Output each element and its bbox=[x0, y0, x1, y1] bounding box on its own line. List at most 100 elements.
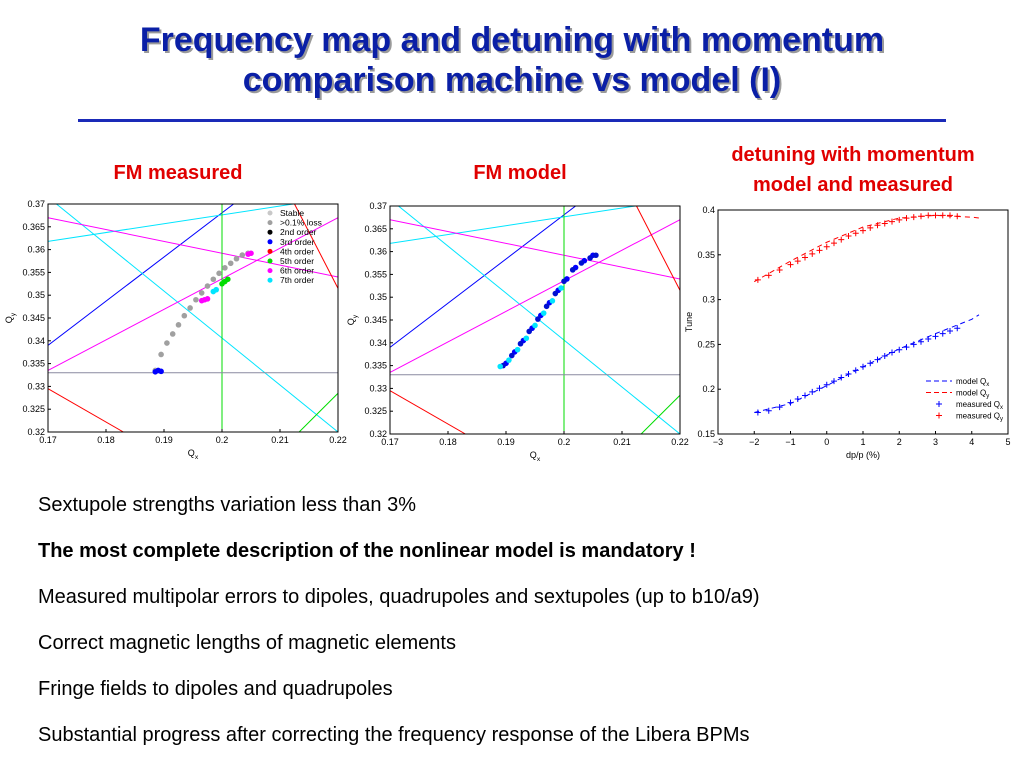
plot-frame bbox=[717, 209, 1009, 435]
y-tick-label: 0.37 bbox=[369, 201, 387, 211]
legend-marker bbox=[936, 401, 942, 407]
x-tick-label: 0.21 bbox=[613, 437, 631, 447]
y-axis-label: Qy bbox=[346, 314, 359, 325]
series-point bbox=[896, 346, 903, 353]
tune-point bbox=[552, 290, 559, 297]
tune-point bbox=[158, 368, 164, 375]
x-tick-label: 0.22 bbox=[329, 435, 347, 445]
y-axis-label-sub: y bbox=[10, 312, 17, 316]
resonance-line bbox=[48, 217, 338, 371]
caption-detuning-line-2: model and measured bbox=[752, 174, 954, 196]
y-tick-label: 0.345 bbox=[364, 315, 387, 325]
series-point bbox=[838, 374, 845, 381]
y-tick-label: 0.325 bbox=[22, 404, 45, 414]
tune-points bbox=[497, 252, 599, 370]
legend-label-main: measured Q bbox=[956, 412, 1000, 421]
legend-label: 3rd order bbox=[280, 237, 315, 247]
legend-marker bbox=[267, 239, 273, 245]
series-point bbox=[903, 215, 910, 222]
series-point bbox=[787, 261, 794, 268]
tune-point bbox=[549, 298, 556, 304]
series-point bbox=[845, 232, 852, 239]
series-point bbox=[802, 254, 808, 261]
tune-point bbox=[540, 310, 547, 316]
series-point bbox=[867, 360, 874, 367]
tune-point bbox=[239, 252, 246, 258]
tune-point bbox=[558, 285, 564, 291]
tune-point bbox=[543, 303, 550, 310]
tune-point bbox=[169, 331, 176, 337]
y-tick-label: 0.335 bbox=[364, 361, 387, 371]
y-tick-label: 0.32 bbox=[369, 429, 387, 439]
legend-label: 2nd order bbox=[280, 227, 317, 237]
tune-point bbox=[204, 296, 211, 302]
x-tick-label: −1 bbox=[785, 437, 795, 447]
series-point bbox=[765, 407, 772, 414]
legend-label-sub: y bbox=[986, 394, 989, 400]
resonance-line bbox=[636, 206, 680, 291]
legend-marker bbox=[267, 229, 273, 235]
tune-point bbox=[497, 363, 503, 370]
legend-label: >0.1% loss bbox=[280, 218, 322, 228]
tune-point bbox=[509, 352, 515, 359]
resonance-line bbox=[48, 388, 124, 432]
resonance-line bbox=[390, 206, 576, 348]
resonance-line bbox=[390, 390, 466, 434]
x-axis-label-sub: x bbox=[537, 456, 541, 463]
x-tick-label: 0.19 bbox=[155, 435, 173, 445]
tune-point bbox=[213, 286, 219, 293]
resonance-lines bbox=[48, 204, 338, 432]
tune-point bbox=[210, 276, 217, 283]
series-point bbox=[765, 272, 772, 279]
series-point bbox=[954, 325, 961, 332]
caption-detuning-line-1: detuning with momentum bbox=[731, 144, 975, 166]
legend-marker bbox=[936, 412, 942, 419]
bullet-item: Fringe fields to dipoles and quadrupoles bbox=[38, 678, 393, 700]
resonance-line bbox=[48, 204, 297, 242]
series-point bbox=[918, 338, 924, 345]
resonance-line bbox=[55, 204, 338, 432]
tune-point bbox=[506, 357, 512, 363]
y-axis-label-text: Qy bbox=[4, 312, 17, 323]
tune-point bbox=[514, 346, 521, 353]
bullet-item: Substantial progress after correcting th… bbox=[38, 724, 750, 746]
tune-point bbox=[569, 267, 576, 273]
series-line bbox=[754, 214, 980, 283]
series-point bbox=[867, 224, 874, 231]
series-point bbox=[852, 367, 859, 374]
tune-point bbox=[526, 328, 532, 335]
frequency-map-model-chart: 0.17 0.18 0.19 0.2 0.21 0.22 0.32 0.325 0.33 0.33… bbox=[346, 201, 689, 463]
title-line-2: comparison machine vs model (I) bbox=[242, 61, 782, 99]
legend-label: 5th order bbox=[280, 256, 314, 266]
tune-point bbox=[233, 255, 240, 262]
bullet-item: Correct magnetic lengths of magnetic ele… bbox=[38, 632, 456, 654]
y-axis-label-text: Qy bbox=[346, 314, 359, 325]
y-axis-label-sub: y bbox=[352, 314, 359, 318]
series-point bbox=[794, 258, 801, 265]
y-tick-label: 0.37 bbox=[27, 199, 45, 209]
y-tick-label: 0.15 bbox=[697, 429, 715, 439]
series-point bbox=[939, 212, 946, 219]
series-point bbox=[754, 409, 761, 416]
x-axis-label-sub: x bbox=[195, 454, 199, 461]
title-underline bbox=[78, 119, 946, 122]
legend-label-main: model Q bbox=[956, 389, 986, 398]
series-point bbox=[831, 240, 837, 247]
legend-label-sub: x bbox=[986, 382, 989, 388]
x-tick-label: 2 bbox=[897, 437, 902, 447]
y-axis-label: Qy bbox=[4, 312, 17, 323]
x-tick-label: 0.22 bbox=[671, 437, 689, 447]
x-tick-label: −3 bbox=[713, 437, 723, 447]
series-point bbox=[787, 399, 794, 406]
resonance-line bbox=[640, 394, 680, 434]
x-tick-label: 1 bbox=[860, 437, 865, 447]
series-point bbox=[816, 247, 823, 254]
legend-marker bbox=[267, 268, 273, 274]
bullet-item: Measured multipolar errors to dipoles, q… bbox=[38, 586, 760, 608]
y-tick-label: 0.335 bbox=[22, 359, 45, 369]
y-tick-label: 0.32 bbox=[27, 427, 45, 437]
y-tick-label: 0.36 bbox=[27, 245, 45, 255]
series-line bbox=[754, 314, 980, 413]
series-point bbox=[947, 212, 953, 219]
series-point bbox=[845, 370, 852, 377]
